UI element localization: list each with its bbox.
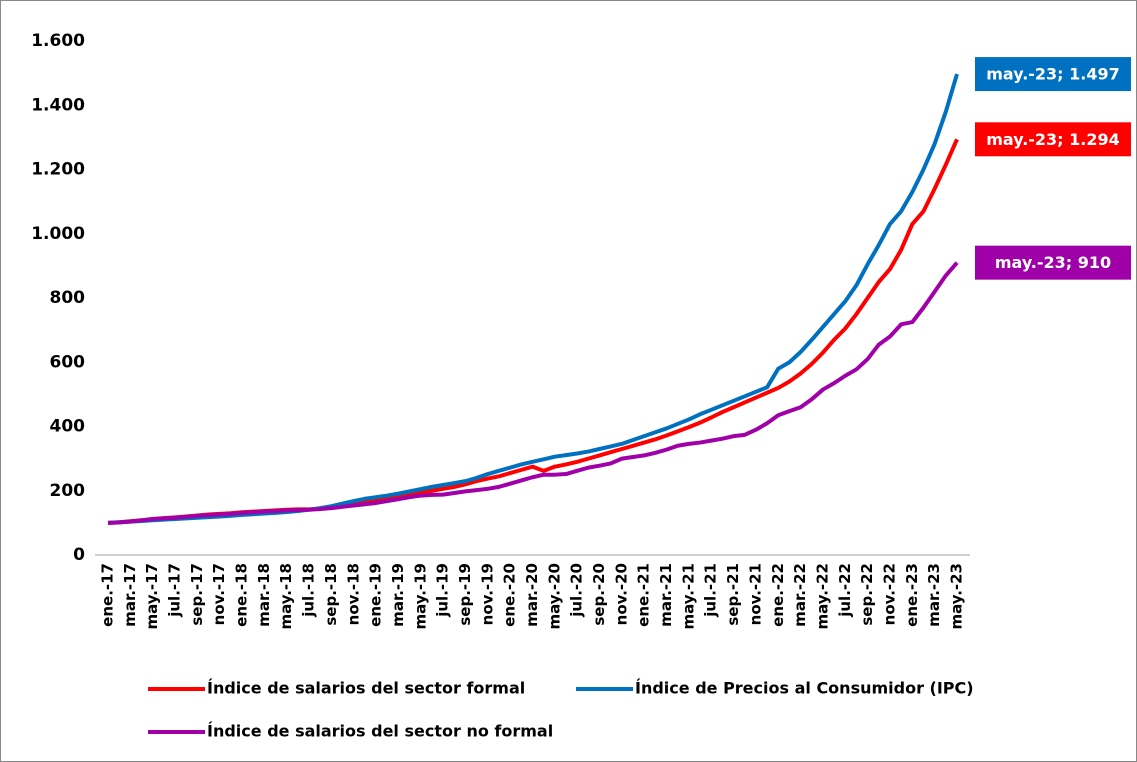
y-tick-label: 1.200 [31,160,85,180]
value-label-box [975,122,1131,157]
x-tick-label: ene.-18 [233,563,251,627]
x-tick-label: jul.-19 [434,563,452,618]
x-tick-label: sep.-17 [188,563,206,626]
y-tick-label: 200 [50,481,86,501]
x-tick-label: may.-21 [679,563,697,630]
y-tick-label: 400 [50,417,86,437]
x-tick-label: may.-17 [143,563,161,630]
x-tick-label: nov.-20 [612,563,630,625]
x-tick-label: jul.-20 [568,563,586,618]
x-tick-label: jul.-21 [702,563,720,618]
x-tick-label: nov.-21 [746,563,764,625]
value-label: may.-23; 1.294 [986,130,1120,149]
x-tick-label: nov.-22 [880,563,898,625]
x-tick-label: may.-18 [277,563,295,630]
x-tick-label: ene.-22 [769,563,787,627]
x-tick-label: may.-20 [545,563,563,630]
x-tick-label: ene.-19 [367,563,385,627]
x-tick-label: nov.-18 [344,563,362,625]
x-tick-label: may.-23 [948,563,966,630]
x-tick-label: mar.-20 [523,563,541,627]
x-tick-label: jul.-17 [166,563,184,618]
x-tick-label: mar.-21 [657,563,675,627]
series-line [107,261,959,525]
x-tick-label: mar.-23 [925,563,943,627]
x-tick-label: mar.-22 [791,563,809,627]
x-tick-label: mar.-18 [255,563,273,627]
y-tick-label: 800 [50,288,86,308]
x-tick-label: mar.-19 [389,563,407,627]
y-tick-label: 600 [50,352,86,372]
x-tick-label: mar.-17 [121,563,139,627]
x-tick-label: ene.-17 [99,563,117,627]
value-label-box [975,57,1131,92]
y-tick-label: 1.600 [31,31,85,51]
legend-label: Índice de Precios al Consumidor (IPC) [635,679,974,698]
x-tick-label: nov.-17 [210,563,228,625]
y-tick-label: 1.400 [31,95,85,115]
legend-label: Índice de salarios del sector no formal [207,722,553,741]
y-tick-label: 1.000 [31,224,85,244]
x-tick-label: ene.-20 [501,563,519,627]
x-tick-label: ene.-23 [903,563,921,627]
x-tick-label: sep.-19 [456,563,474,626]
x-tick-label: sep.-20 [590,563,608,626]
x-tick-label: jul.-22 [836,563,854,618]
value-label: may.-23; 910 [995,253,1111,272]
x-tick-label: jul.-18 [300,563,318,618]
x-tick-label: sep.-21 [724,563,742,626]
x-tick-label: sep.-18 [322,563,340,626]
x-tick-label: sep.-22 [858,563,876,626]
y-tick-label: 0 [73,545,85,565]
value-label-box [975,245,1131,280]
x-tick-label: nov.-19 [478,563,496,625]
value-label: may.-23; 1.497 [986,65,1120,84]
x-tick-label: may.-22 [813,563,831,630]
x-tick-label: may.-19 [411,563,429,630]
x-tick-label: ene.-21 [635,563,653,627]
legend-label: Índice de salarios del sector formal [207,679,525,698]
